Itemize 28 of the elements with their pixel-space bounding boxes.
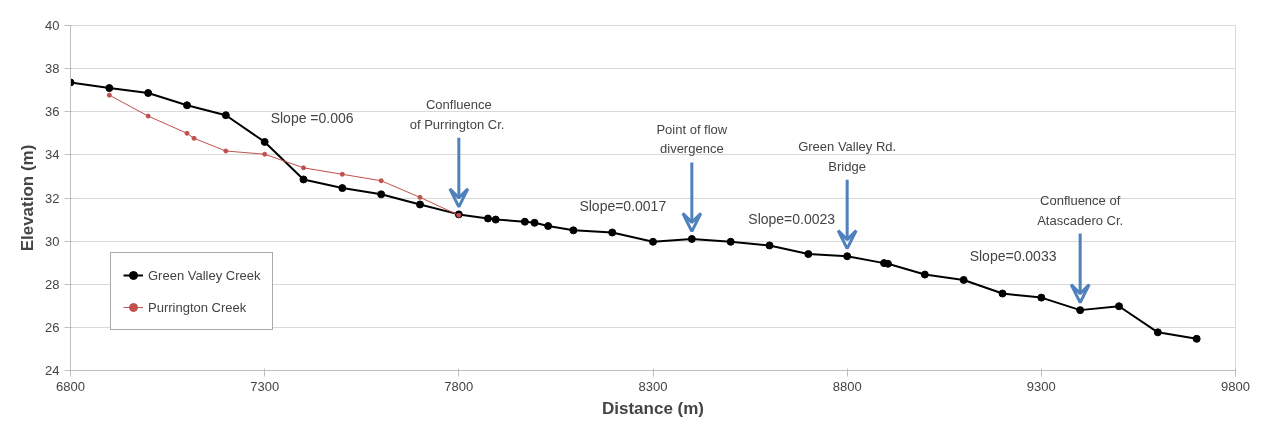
annotation: Confluence of Atascadero Cr. <box>1037 193 1124 228</box>
x-tick-label: 9300 <box>1026 378 1056 394</box>
y-tick-label: 38 <box>45 61 60 77</box>
y-axis-title: Elevation (m) <box>18 144 38 252</box>
annotation: Slope=0.0017 <box>579 198 667 215</box>
y-tick-label: 36 <box>45 104 60 120</box>
legend-label: Green Valley Creek <box>148 267 261 283</box>
y-tick-label: 28 <box>45 276 60 292</box>
annotation: Confluence of Purrington Cr. <box>409 97 505 132</box>
x-tick-label: 7300 <box>250 378 280 394</box>
y-tick-label: 30 <box>45 233 60 249</box>
x-tick-label: 8300 <box>638 378 668 394</box>
annotation: Slope=0.0033 <box>969 247 1057 264</box>
annotation: Slope =0.006 <box>270 109 354 126</box>
y-tick-label: 24 <box>45 363 60 378</box>
y-tick-label: 26 <box>45 319 60 335</box>
y-tick-label: 32 <box>45 190 60 206</box>
x-tick-label: 6800 <box>56 378 85 394</box>
legend-label: Purrington Creek <box>148 299 247 315</box>
annotation: Slope=0.0023 <box>748 211 836 228</box>
x-tick-label: 8800 <box>832 378 862 394</box>
x-tick-label: 7800 <box>444 378 474 394</box>
annotation: Point of flow divergence <box>656 121 728 157</box>
x-tick-label: 9800 <box>1221 378 1250 394</box>
annotation: Green Valley Rd. Bridge <box>798 139 897 174</box>
y-tick-label: 34 <box>45 147 60 163</box>
x-axis-title: Distance (m) <box>601 398 705 418</box>
y-tick-label: 40 <box>45 18 60 33</box>
